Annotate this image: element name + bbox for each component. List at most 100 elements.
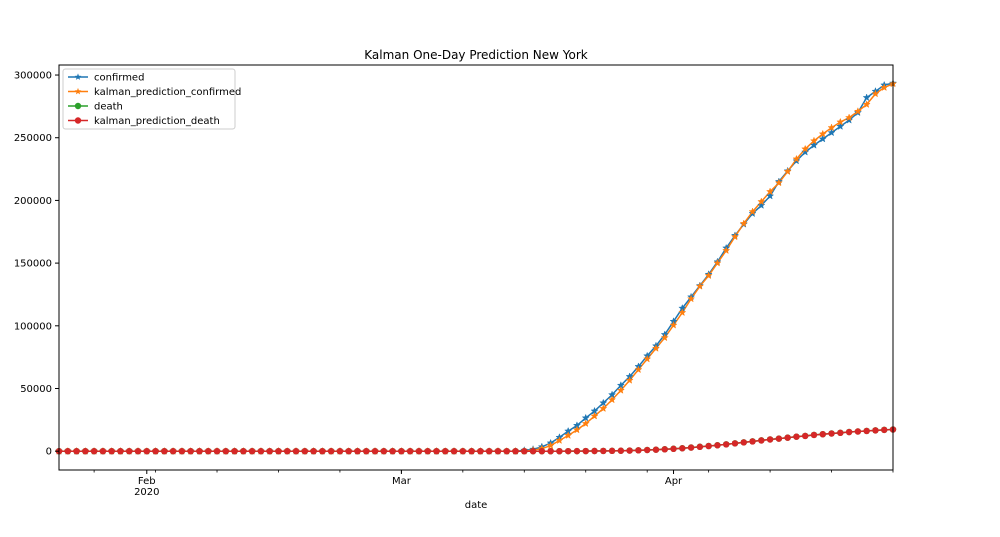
data-point (572, 425, 582, 434)
x-tick-label: Feb (138, 476, 156, 487)
data-point (828, 430, 835, 437)
legend-swatch-marker (74, 117, 82, 124)
series-markers-kalman_prediction_death (55, 426, 897, 455)
data-point (389, 447, 396, 455)
data-point (468, 447, 475, 455)
data-point (257, 447, 265, 455)
data-point (801, 144, 810, 153)
data-point (652, 446, 660, 453)
data-point (240, 447, 247, 455)
data-point (564, 431, 573, 440)
data-point (73, 447, 80, 455)
data-point (380, 447, 388, 455)
data-point (844, 115, 854, 124)
data-point (661, 446, 668, 453)
data-point (301, 447, 309, 455)
data-point (205, 447, 212, 455)
data-point (143, 447, 150, 455)
data-point (757, 197, 766, 206)
y-tick-label: 50000 (20, 384, 52, 395)
data-point (196, 447, 203, 455)
data-point (801, 147, 810, 156)
data-point (872, 427, 879, 434)
y-axis: 0 50000 100000 150000 200000 250000 300000 (14, 71, 59, 458)
legend-label: death (94, 102, 123, 113)
data-point (590, 411, 599, 420)
data-point (827, 123, 836, 132)
data-point (722, 246, 731, 255)
data-point (784, 434, 791, 441)
data-point (187, 447, 194, 455)
data-point (723, 441, 730, 448)
data-point (599, 404, 608, 413)
data-point (477, 447, 484, 455)
data-point (670, 445, 677, 453)
data-point (802, 432, 809, 440)
data-point (669, 320, 678, 329)
data-point (845, 428, 853, 436)
data-point (774, 178, 783, 187)
data-point (581, 419, 590, 428)
data-point (766, 436, 774, 443)
data-point (730, 232, 740, 241)
data-point (363, 447, 370, 455)
data-point (714, 442, 721, 449)
data-point (117, 447, 124, 455)
y-tick-label: 150000 (14, 259, 52, 270)
data-point (679, 445, 686, 452)
data-point (625, 376, 634, 384)
data-point (810, 431, 818, 439)
data-point (783, 167, 792, 176)
data-point (152, 447, 159, 455)
data-point (424, 447, 431, 455)
data-point (582, 447, 589, 455)
chart-title: Kalman One-Day Prediction New York (364, 48, 588, 62)
data-point (90, 447, 98, 455)
data-point (818, 129, 827, 138)
data-point (161, 447, 168, 455)
data-point (749, 438, 756, 445)
data-point (248, 447, 256, 455)
data-point (881, 426, 888, 434)
data-point (310, 447, 317, 455)
data-point (713, 258, 722, 267)
data-point (818, 134, 827, 143)
legend-swatch-marker (74, 87, 82, 95)
data-point (617, 447, 625, 454)
data-point (837, 429, 844, 437)
data-point (600, 447, 607, 455)
y-tick-label: 300000 (14, 71, 52, 82)
data-point (757, 201, 766, 209)
data-point (178, 447, 186, 455)
data-point (765, 187, 775, 196)
data-point (880, 83, 889, 92)
data-point (862, 93, 871, 102)
legend-swatch-marker (74, 102, 82, 110)
data-point (108, 447, 115, 455)
data-point (64, 447, 71, 455)
data-point (827, 128, 836, 137)
data-point (292, 447, 300, 455)
data-point (99, 447, 107, 455)
data-point (547, 447, 554, 455)
legend-label: confirmed (94, 73, 144, 84)
data-point (758, 437, 765, 444)
data-point (354, 447, 361, 455)
legend-item-kalman_prediction_death: kalman_prediction_death (68, 116, 220, 127)
data-point (809, 136, 819, 145)
data-point (739, 219, 748, 228)
data-point (616, 386, 625, 394)
legend: confirmed kalman_prediction_confirmeddeat… (62, 68, 241, 130)
data-point (819, 431, 826, 438)
data-point (809, 140, 819, 149)
data-point (556, 447, 563, 455)
data-point (521, 447, 528, 455)
data-point (266, 447, 273, 455)
legend-swatch-marker (74, 73, 82, 80)
data-point (450, 447, 458, 455)
data-point (134, 447, 142, 455)
data-point (643, 354, 652, 363)
y-tick-label: 200000 (14, 196, 52, 207)
y-tick-label: 0 (46, 447, 52, 458)
